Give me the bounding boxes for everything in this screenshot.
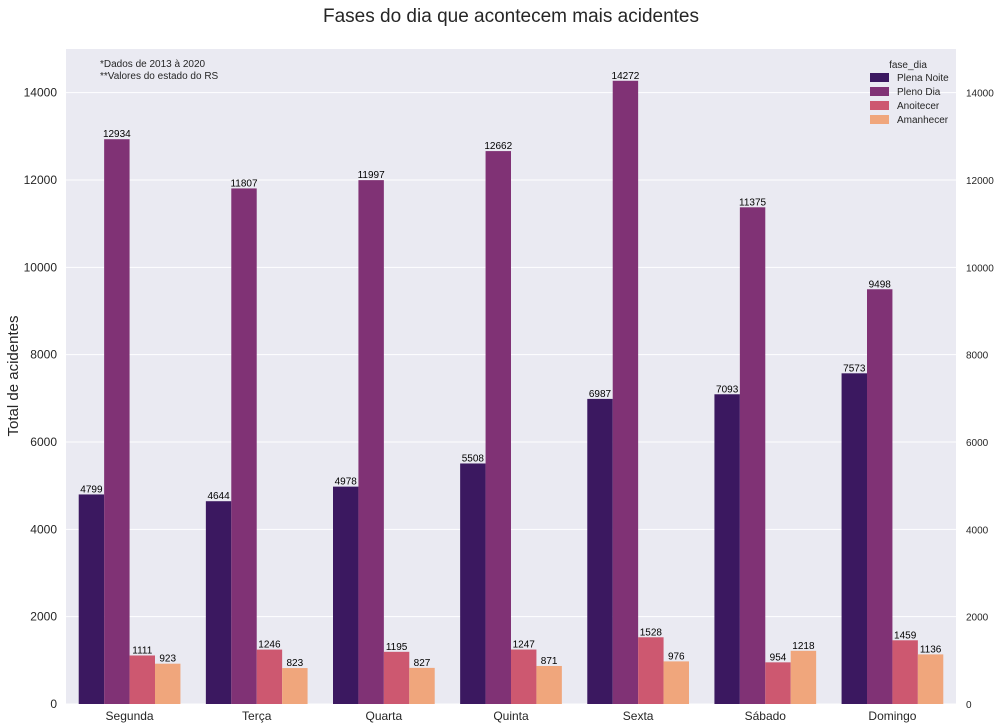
bar-value-label: 5508 <box>462 453 485 464</box>
bar-value-label: 1136 <box>920 644 942 655</box>
bar-value-label: 1111 <box>132 645 152 656</box>
bar <box>129 655 155 704</box>
bar <box>841 373 867 704</box>
bar-value-label: 954 <box>770 652 787 663</box>
y-axis-right: 0 2000 4000 6000 8000 10000 12000 14000 <box>966 89 994 711</box>
bar-value-label: 4978 <box>335 477 358 488</box>
bar-value-label: 923 <box>159 654 176 665</box>
legend-swatch <box>870 115 889 124</box>
legend-swatch <box>870 73 889 82</box>
bar-value-label: 12662 <box>484 141 512 152</box>
bar <box>231 188 257 704</box>
bar-value-label: 9498 <box>869 279 892 290</box>
y-tick-label-left: 10000 <box>24 260 58 274</box>
x-tick-label: Segunda <box>106 709 154 723</box>
bar <box>892 640 918 704</box>
y-tick-label-left: 4000 <box>30 522 57 536</box>
bar-value-label: 6987 <box>589 389 612 400</box>
y-tick-label-left: 0 <box>50 697 57 711</box>
x-tick-label: Domingo <box>868 709 916 723</box>
bar <box>409 667 435 704</box>
bar-value-label: 14272 <box>612 71 640 82</box>
bar <box>867 289 893 704</box>
bar-value-label: 1195 <box>386 642 408 653</box>
y-axis-left: 0 2000 4000 6000 8000 10000 12000 14000 <box>24 86 58 711</box>
legend-title: fase_dia <box>889 60 927 71</box>
bar <box>205 501 232 704</box>
bar <box>765 662 791 704</box>
x-tick-label: Quarta <box>366 709 403 723</box>
bar <box>536 665 562 704</box>
bar-value-label: 871 <box>541 656 558 667</box>
y-tick-label-left: 2000 <box>30 610 57 624</box>
x-tick-label: Sábado <box>745 709 787 723</box>
y-tick-label-right: 6000 <box>966 438 989 449</box>
bar-value-label: 976 <box>668 651 685 662</box>
chart-title: Fases do dia que acontecem mais acidente… <box>323 6 699 27</box>
bar <box>638 637 664 704</box>
bar-value-label: 7573 <box>843 363 866 374</box>
x-tick-label: Sexta <box>623 709 654 723</box>
legend-label: Amanhecer <box>897 115 949 126</box>
bar <box>155 663 181 704</box>
legend-label: Anoitecer <box>897 101 940 112</box>
x-tick-label: Terça <box>242 709 272 723</box>
bar <box>485 151 511 705</box>
bar <box>612 80 639 705</box>
bar-value-label: 1247 <box>513 640 536 651</box>
bar <box>663 661 689 704</box>
legend-label: Pleno Dia <box>897 87 941 98</box>
bar-value-label: 823 <box>287 658 304 669</box>
bar <box>333 486 359 704</box>
bar-value-label: 7093 <box>716 384 739 395</box>
bar <box>587 398 613 704</box>
y-tick-label-right: 14000 <box>966 89 994 100</box>
y-tick-label-right: 8000 <box>966 351 989 362</box>
bar-value-label: 4644 <box>207 491 230 502</box>
bar <box>282 668 308 704</box>
bar <box>714 394 740 704</box>
y-tick-label-left: 8000 <box>30 348 57 362</box>
bar <box>790 650 817 704</box>
bar <box>460 463 486 704</box>
y-axis-label: Total de acidentes <box>5 316 22 437</box>
y-tick-label-right: 4000 <box>966 525 989 536</box>
y-tick-label-right: 2000 <box>966 613 989 624</box>
bar-value-label: 1246 <box>258 640 281 651</box>
y-tick-label-left: 12000 <box>24 173 58 187</box>
y-tick-label-right: 0 <box>966 700 972 711</box>
bar <box>383 651 410 704</box>
bar-labels: 4799 12934 1111 923 4644 11807 1246 823 4978 1199… <box>80 71 941 669</box>
bars <box>78 80 944 705</box>
bar-value-label: 12934 <box>103 129 131 140</box>
bar <box>78 494 105 704</box>
bar <box>739 207 766 704</box>
y-tick-label-right: 12000 <box>966 176 994 187</box>
legend-swatch <box>870 87 889 96</box>
x-axis: Segunda Terça Quarta Quinta Sexta Sábado Domin… <box>106 709 917 723</box>
annotation-years: *Dados de 2013 à 2020 <box>100 59 206 70</box>
legend-label: Plena Noite <box>897 73 949 84</box>
y-tick-label-left: 14000 <box>24 86 58 100</box>
bar-value-label: 1528 <box>640 627 663 638</box>
bar-value-label: 11375 <box>739 197 767 208</box>
bar-value-label: 11997 <box>358 170 386 181</box>
bar-value-label: 827 <box>414 658 431 669</box>
bar <box>511 649 537 704</box>
y-tick-label-left: 6000 <box>30 435 57 449</box>
bar-value-label: 11807 <box>230 178 258 189</box>
legend: fase_dia Plena Noite Pleno Dia Anoitecer Am… <box>870 60 949 126</box>
bar <box>256 649 283 704</box>
bar <box>917 654 944 704</box>
annotation-state: **Valores do estado do RS <box>100 71 219 82</box>
bar-value-label: 1459 <box>894 630 917 641</box>
y-tick-label-right: 10000 <box>966 263 994 274</box>
bar <box>104 139 130 704</box>
bar-value-label: 4799 <box>80 484 103 495</box>
legend-swatch <box>870 101 889 110</box>
bar-value-label: 1218 <box>792 641 815 652</box>
bar <box>358 180 384 705</box>
x-tick-label: Quinta <box>493 709 529 723</box>
